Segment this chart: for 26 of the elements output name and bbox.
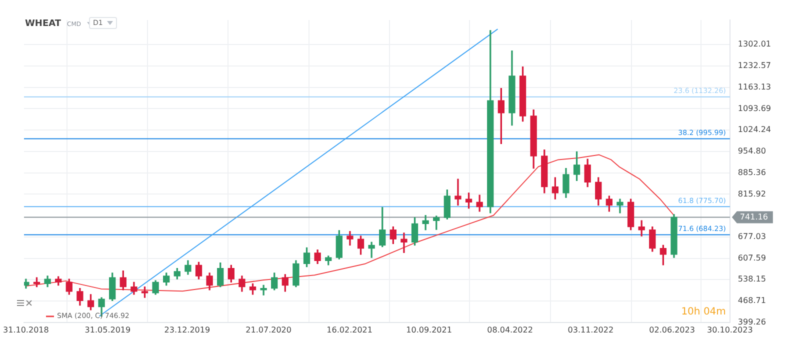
- y-tick-label: 468.71: [738, 296, 766, 306]
- x-tick-label: 30.10.2023: [707, 325, 753, 334]
- y-tick-label: 677.03: [738, 232, 766, 242]
- x-tick-label: 10.09.2021: [406, 325, 452, 334]
- x-tick-label: 31.10.2018: [3, 325, 49, 334]
- y-tick-label: 538.15: [738, 274, 766, 284]
- ref-line-label: 741.16: [740, 212, 768, 222]
- x-tick-label: 23.12.2019: [164, 325, 210, 334]
- y-tick-label: 399.26: [738, 317, 766, 326]
- x-tick-label: 02.06.2023: [649, 325, 695, 334]
- y-tick-label: 607.59: [738, 253, 766, 262]
- y-tick-label: 885.36: [738, 168, 766, 177]
- x-tick-label: 08.04.2022: [487, 325, 533, 334]
- y-tick-label: 954.80: [738, 146, 766, 156]
- x-tick-label: 16.02.2021: [326, 325, 372, 334]
- y-tick-label: 1302.01: [738, 40, 772, 49]
- x-tick-label: 03.11.2022: [568, 325, 614, 334]
- y-tick-label: 1163.13: [738, 82, 772, 92]
- y-tick-label: 1024.24: [738, 125, 772, 134]
- annotation: 10h 04m: [681, 306, 726, 318]
- x-tick-label: 21.07.2020: [246, 325, 292, 334]
- chart-title: WHEAT: [25, 19, 62, 29]
- y-tick-label: 1093.69: [738, 104, 772, 113]
- x-tick-label: 31.05.2019: [84, 325, 131, 334]
- y-tick-label: 815.92: [738, 189, 766, 198]
- y-tick-label: 1232.57: [738, 61, 772, 70]
